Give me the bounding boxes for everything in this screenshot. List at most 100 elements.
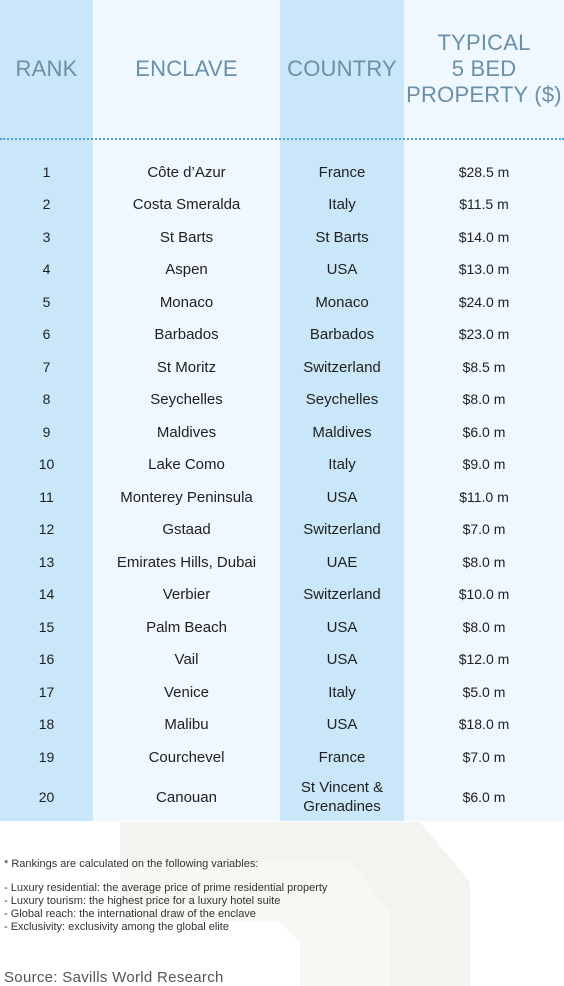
footnotes: * Rankings are calculated on the followi… <box>4 858 544 934</box>
rank-cell: 6 <box>42 326 51 343</box>
price-cell: $14.0 m <box>458 228 510 245</box>
price-cell: $12.0 m <box>458 651 510 668</box>
country-cell-line2: Grenadines <box>303 798 381 815</box>
enclave-cell: Monaco <box>159 293 214 311</box>
rank-cell: 19 <box>38 748 55 765</box>
price-cell: $7.0 m <box>462 521 506 538</box>
country-cell: Italy <box>328 196 356 214</box>
country-cell: USA <box>326 261 358 279</box>
price-cell: $8.5 m <box>462 358 506 375</box>
table-row: 3 St Barts St Barts $14.0 m <box>0 221 564 254</box>
rank-cell: 4 <box>42 261 51 278</box>
enclave-cell: Vail <box>174 651 199 669</box>
footnote-lead: * Rankings are calculated on the followi… <box>4 858 259 870</box>
table-row: 20 Canouan St Vincent & Grenadines $6.0 … <box>0 774 564 821</box>
price-column-bg <box>404 0 564 821</box>
country-cell: Barbados <box>309 326 375 344</box>
header-divider <box>0 138 564 140</box>
header-price: TYPICAL 5 BED PROPERTY ($) <box>404 0 564 138</box>
rank-column-bg <box>0 0 93 821</box>
enclave-cell: Venice <box>163 683 210 701</box>
footnote-item: - Global reach: the international draw o… <box>4 908 256 920</box>
price-cell: $24.0 m <box>458 293 510 310</box>
footnote-item: - Exclusivity: exclusivity among the glo… <box>4 921 229 933</box>
country-cell: USA <box>326 618 358 636</box>
country-cell: Italy <box>328 456 356 474</box>
rank-cell: 8 <box>42 391 51 408</box>
table-row: 7 St Moritz Switzerland $8.5 m <box>0 351 564 384</box>
header-price-line1: TYPICAL <box>437 30 531 55</box>
rank-cell: 13 <box>38 553 55 570</box>
enclave-cell: Aspen <box>165 261 208 279</box>
country-cell: USA <box>326 651 358 669</box>
country-cell: France <box>318 163 366 181</box>
price-cell: $11.0 m <box>459 488 509 505</box>
rank-cell: 5 <box>42 293 51 310</box>
table-row: 1 Côte d’Azur France $28.5 m <box>0 156 564 189</box>
country-cell: Monaco <box>315 293 369 311</box>
enclave-cell: Malibu <box>164 716 209 734</box>
footnote-item: - Luxury tourism: the highest price for … <box>4 895 281 907</box>
price-cell: $7.0 m <box>462 748 506 765</box>
rank-cell: 18 <box>38 716 55 733</box>
table-row: 14 Verbier Switzerland $10.0 m <box>0 579 564 612</box>
table-row: 8 Seychelles Seychelles $8.0 m <box>0 384 564 417</box>
enclave-cell: Gstaad <box>162 521 211 539</box>
source-credit: Source: Savills World Research <box>4 969 224 986</box>
rank-cell: 15 <box>38 618 55 635</box>
rank-cell: 7 <box>42 358 51 375</box>
enclave-cell: Palm Beach <box>146 618 227 636</box>
enclave-cell: Maldives <box>156 423 217 441</box>
rank-cell: 17 <box>38 683 55 700</box>
table-row: 16 Vail USA $12.0 m <box>0 644 564 677</box>
price-cell: $13.0 m <box>458 261 510 278</box>
rank-cell: 10 <box>38 456 55 473</box>
country-cell: France <box>318 748 366 766</box>
rank-cell: 2 <box>42 196 51 213</box>
price-cell: $8.0 m <box>462 618 506 635</box>
background-watermark <box>90 822 470 986</box>
enclave-column-bg <box>93 0 280 821</box>
table-header: RANK ENCLAVE COUNTRY TYPICAL 5 BED PROPE… <box>0 0 564 138</box>
price-cell: $8.0 m <box>462 553 506 570</box>
table-row: 11 Monterey Peninsula USA $11.0 m <box>0 481 564 514</box>
price-cell: $23.0 m <box>458 326 510 343</box>
country-cell: Maldives <box>312 423 372 441</box>
watermark-shape <box>120 822 470 986</box>
country-cell: Switzerland <box>303 586 381 604</box>
price-cell: $10.0 m <box>458 586 510 603</box>
rank-cell: 3 <box>42 228 51 245</box>
table-row: 2 Costa Smeralda Italy $11.5 m <box>0 189 564 222</box>
rank-cell: 20 <box>38 788 55 805</box>
header-price-line3: PROPERTY ($) <box>406 82 562 107</box>
ranking-table: RANK ENCLAVE COUNTRY TYPICAL 5 BED PROPE… <box>0 0 564 821</box>
enclave-cell: St Barts <box>159 228 214 246</box>
header-price-line2: 5 BED <box>451 56 517 81</box>
table-row: 10 Lake Como Italy $9.0 m <box>0 449 564 482</box>
country-cell: UAE <box>326 553 358 571</box>
table-row: 18 Malibu USA $18.0 m <box>0 709 564 742</box>
footnote-item: - Luxury residential: the average price … <box>4 882 328 894</box>
enclave-cell: Canouan <box>156 788 217 806</box>
country-column-bg <box>280 0 404 821</box>
price-cell: $6.0 m <box>462 788 506 805</box>
country-cell: St Barts <box>315 228 369 246</box>
enclave-cell: Lake Como <box>148 456 225 474</box>
price-cell: $6.0 m <box>462 423 506 440</box>
country-cell: USA <box>326 488 358 506</box>
table-row: 4 Aspen USA $13.0 m <box>0 254 564 287</box>
price-cell: $9.0 m <box>462 456 506 473</box>
enclave-cell: Monterey Peninsula <box>120 488 253 506</box>
country-cell: Switzerland <box>303 521 381 539</box>
table-row: 5 Monaco Monaco $24.0 m <box>0 286 564 319</box>
country-cell: Switzerland <box>303 358 381 376</box>
country-cell: USA <box>326 716 358 734</box>
country-cell: Italy <box>328 683 356 701</box>
table-row: 19 Courchevel France $7.0 m <box>0 741 564 774</box>
rank-cell: 16 <box>38 651 55 668</box>
footnote-list: - Luxury residential: the average price … <box>4 882 544 934</box>
header-rank: RANK <box>15 56 78 81</box>
table-row: 6 Barbados Barbados $23.0 m <box>0 319 564 352</box>
rank-cell: 11 <box>39 488 54 505</box>
rank-cell: 12 <box>38 521 55 538</box>
